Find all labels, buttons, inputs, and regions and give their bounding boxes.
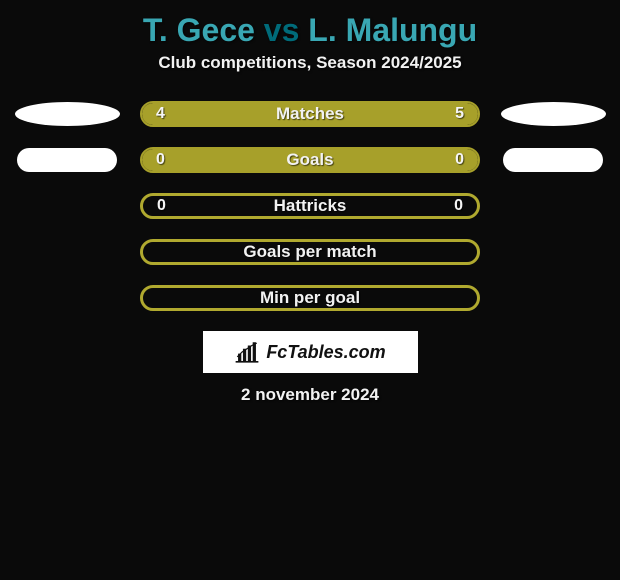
side-shape-left [12,193,122,219]
side-shape-left [12,285,122,311]
player1-name: T. Gece [143,12,255,48]
stat-category-label: Min per goal [143,288,477,308]
stat-bar: 4Matches5 [140,101,480,127]
stat-right-value: 5 [455,105,464,123]
stat-category-label: Matches [142,104,478,124]
footer-date: 2 november 2024 [0,385,620,405]
stat-bar: Min per goal [140,285,480,311]
player2-name: L. Malungu [308,12,477,48]
bar-chart-icon [234,340,260,364]
side-shape-right [498,239,608,265]
stat-bar: Goals per match [140,239,480,265]
stats-rows: 4Matches50Goals00Hattricks0Goals per mat… [0,101,620,311]
side-shape-right [498,147,608,173]
stat-row: Min per goal [0,285,620,311]
stat-bar: 0Hattricks0 [140,193,480,219]
brand-logo: FcTables.com [203,331,418,373]
side-shape-left [12,239,122,265]
lozenge-icon [17,148,117,172]
lozenge-icon [503,148,603,172]
side-shape-right [498,101,608,127]
subtitle: Club competitions, Season 2024/2025 [0,53,620,73]
stat-row: 0Hattricks0 [0,193,620,219]
side-shape-right [498,193,608,219]
comparison-title: T. Gece vs L. Malungu [0,0,620,53]
side-shape-right [498,285,608,311]
stat-category-label: Goals per match [143,242,477,262]
stat-right-value: 0 [454,197,463,215]
side-shape-left [12,101,122,127]
stat-category-label: Goals [142,150,478,170]
side-shape-left [12,147,122,173]
stat-row: Goals per match [0,239,620,265]
stat-category-label: Hattricks [143,196,477,216]
ellipse-icon [15,102,120,126]
stat-row: 4Matches5 [0,101,620,127]
vs-label: vs [264,12,300,48]
stat-bar: 0Goals0 [140,147,480,173]
ellipse-icon [501,102,606,126]
brand-text: FcTables.com [266,342,385,363]
stat-row: 0Goals0 [0,147,620,173]
stat-right-value: 0 [455,151,464,169]
